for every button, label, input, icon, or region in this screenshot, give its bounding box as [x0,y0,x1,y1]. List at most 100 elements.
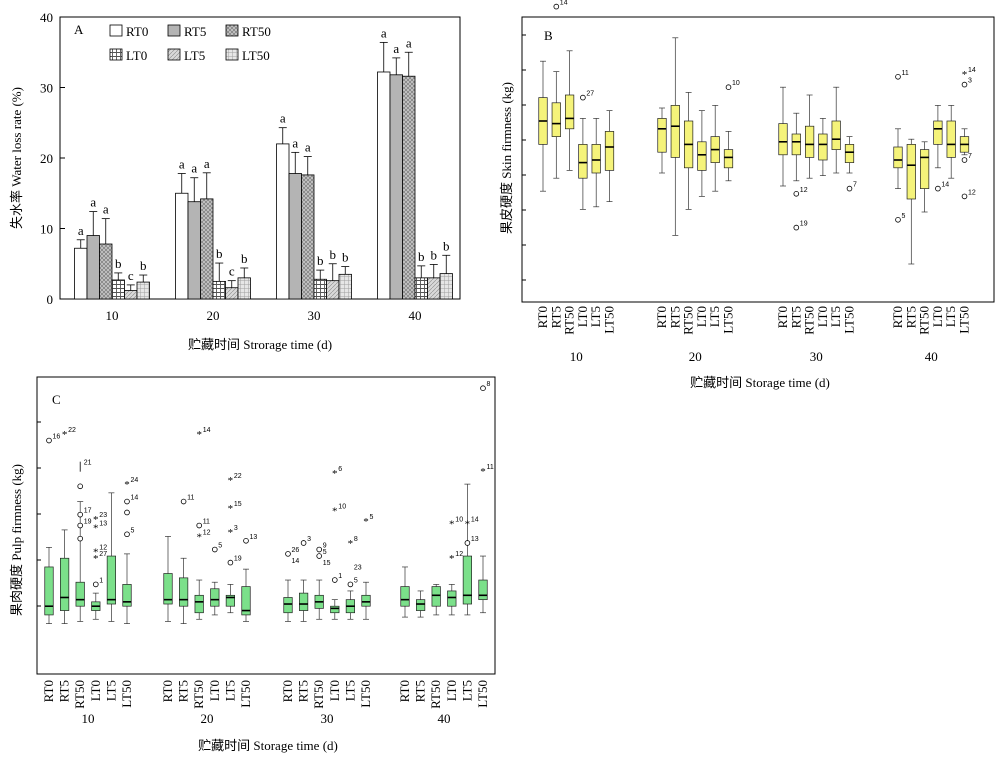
panel-c-outlier-label: 15 [323,560,331,567]
panel-c-outlier [77,511,83,518]
panel-b-outlier [793,191,800,197]
panel-c-group-label: 20 [201,711,214,726]
panel-c-box [59,557,70,611]
panel-a-sig-letter: a [381,25,387,40]
panel-a-bar [313,278,327,300]
panel-a-xtick-label: 20 [207,308,220,323]
panel-c-extreme: * [228,503,234,515]
panel-c-treatment-label: RT50 [311,680,326,709]
panel-b-treatment-label: LT0 [694,306,709,327]
panel-a: A 失水率 Water loss rate (%) 贮藏时间 Strorage … [9,10,461,352]
panel-b-treatment-label: LT50 [842,306,857,334]
panel-c-outlier-label: 23 [99,512,107,519]
panel-b-box [804,125,815,158]
panel-c-extreme: * [93,514,99,526]
panel-c-outlier [124,498,130,505]
panel-a-sig-letter: a [204,156,210,171]
panel-b-outlier-label: 12 [968,189,976,196]
panel-c-outlier-label: 15 [234,501,242,508]
panel-c-outlier-label: 11 [203,519,210,526]
panel-c-outlier-label: 12 [455,551,463,558]
panel-c-outlier-label: 11 [187,495,194,502]
panel-c-extreme: * [62,429,68,441]
panel-a-bar [301,174,315,300]
panel-a-sig-letter: a [179,157,185,172]
panel-a-sig-letter: b [317,253,324,268]
panel-a-legend-label: RT50 [242,24,271,39]
panel-b-outlier-label: 19 [800,221,808,228]
panel-c-outlier-label: 14 [203,427,211,434]
panel-a-bar [175,192,189,300]
panel-b-outlier [846,185,853,192]
panel-c-treatment-label: RT0 [41,680,56,702]
panel-a-ytick-label: 20 [40,151,53,166]
panel-b-group-label: 10 [570,349,583,364]
panel-b-treatment-label: RT0 [535,306,550,328]
panel-c-outlier-label: 23 [354,564,362,571]
panel-c-box [462,555,472,605]
panel-c-outlier [285,551,291,557]
panel-c-box [447,590,457,607]
panel-b-outlier-label: 14 [941,182,949,189]
panel-b-outlier [935,185,941,192]
panel-b-outlier-label: 7 [968,153,972,160]
panel-b-box [791,133,801,156]
panel-b-box [778,123,788,156]
panel-c-treatment-label: LT5 [342,680,357,701]
panel-a-legend-swatch [167,48,181,61]
panel-c-outlier-label: 5 [218,543,222,550]
panel-b-outlier [895,74,901,80]
panel-a-bar [237,277,251,300]
panel-c-box [361,594,371,607]
panel-a-sig-letter: b [431,247,438,262]
panel-b-outlier-label: 27 [586,91,594,98]
panel-c-extreme: * [196,429,202,441]
panel-a-bar [338,273,352,300]
panel-b-treatment-label: LT0 [575,306,590,327]
panel-b-outlier [725,84,732,90]
panel-b-box [818,133,828,161]
panel-a-bar [74,247,88,300]
panel-a-bar [212,280,226,300]
panel-b-box [591,144,601,174]
panel-c-outlier [212,546,218,553]
panel-c-outlier [196,522,203,529]
panel-c-outlier-label: 13 [471,536,479,543]
panel-b-box [551,102,561,137]
panel-b-treatment-label: RT5 [667,306,682,328]
panel-c-outlier-label: 8 [487,381,491,388]
panel-c-box [163,573,173,605]
panel-c-treatment-label: LT50 [119,680,134,708]
panel-b-xlabel: 贮藏时间 Storage time (d) [690,375,830,390]
panel-c-frame [36,376,496,675]
panel-a-bar [99,243,113,300]
panel-a-bar [326,280,340,300]
panel-c-box [44,566,54,616]
panel-c-outlier-label: 17 [84,508,92,515]
panel-b-treatment-label: RT5 [788,306,803,328]
panel-b-treatment-label: LT50 [957,306,972,334]
panel-a-sig-letter: b [216,246,223,261]
panel-a-bar [377,71,391,300]
panel-c-group-label: 30 [321,711,334,726]
panel-c-outlier-label: 13 [250,534,258,541]
panel-a-sig-letter: a [280,111,286,126]
panel-c-outlier-label: 5 [370,514,374,521]
panel-a-bar [187,201,201,300]
panel-c-extreme: * [124,479,130,491]
panel-a-legend-swatch [109,24,123,37]
panel-b-treatment-label: RT0 [654,306,669,328]
panel-a-xlabel: 贮藏时间 Strorage time (d) [188,337,332,352]
panel-c-outlier-label: 12 [99,545,107,552]
panel-b-treatment-label: LT50 [602,306,617,334]
panel-c-outlier [464,540,471,546]
panel-c-outlier-label: 19 [234,556,242,563]
panel-b-outlier-label: 5 [902,213,906,220]
panel-b-box [657,118,667,153]
panel-a-legend-label: LT5 [184,48,205,63]
panel-c-outlier-label: 11 [487,464,494,471]
panel-b: B 果皮硬度 Skin firmness (kg) 贮藏时间 Storage t… [499,0,995,390]
panel-b-box [919,149,930,189]
panel-c-extreme: * [480,466,486,478]
panel-c-treatment-label: RT5 [176,680,191,702]
